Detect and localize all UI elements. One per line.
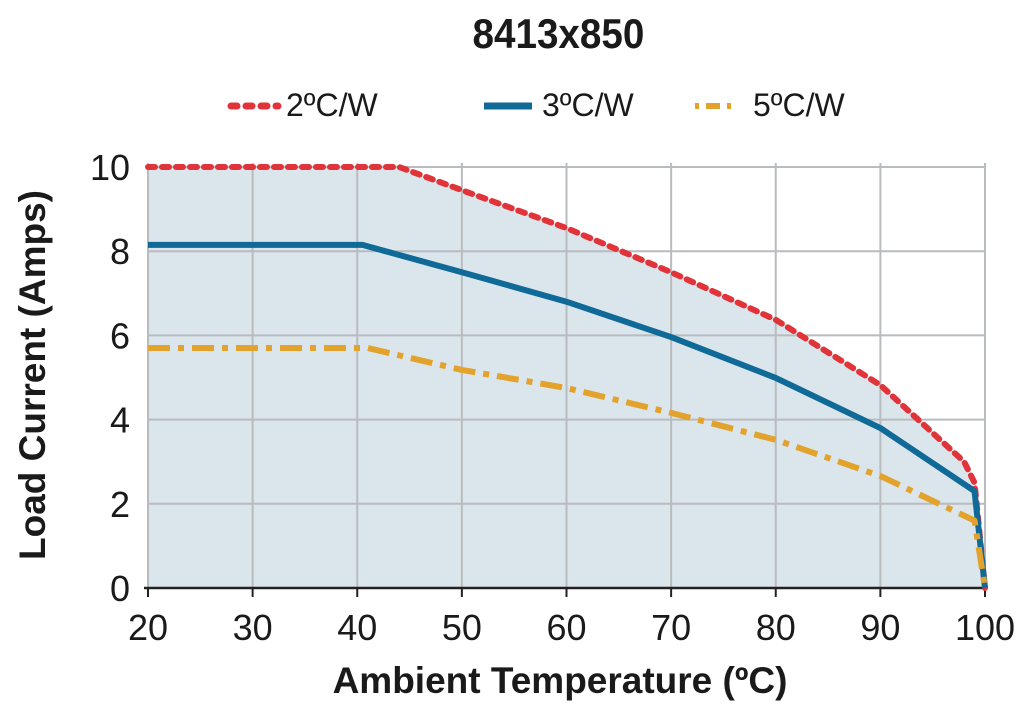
x-tick-label: 100 — [955, 607, 1015, 648]
series-line-3cw — [148, 241, 988, 589]
y-tick-label: 10 — [90, 147, 130, 188]
y-axis-label: Load Current (Amps) — [12, 190, 53, 560]
x-tick-label: 20 — [128, 607, 168, 648]
y-tick-label: 4 — [110, 400, 130, 441]
y-tick-label: 6 — [110, 315, 130, 356]
x-tick-label: 90 — [860, 607, 900, 648]
series-line-5cw — [148, 345, 988, 589]
legend: 2ºC/W 3ºC/W 5ºC/W — [227, 87, 845, 123]
y-tick-label: 0 — [110, 568, 130, 609]
series-line-2cw — [145, 164, 988, 591]
y-tick-label: 2 — [110, 484, 130, 525]
x-tick-label: 80 — [756, 607, 796, 648]
legend-label: 5ºC/W — [753, 87, 845, 123]
x-axis-label: Ambient Temperature (ºC) — [333, 660, 788, 701]
x-tick-label: 40 — [337, 607, 377, 648]
legend-label: 3ºC/W — [542, 87, 634, 123]
chart-title: 8413x850 — [473, 9, 645, 57]
x-tick-label: 60 — [546, 607, 586, 648]
x-tick-label: 50 — [442, 607, 482, 648]
x-tick-label: 30 — [233, 607, 273, 648]
plot-area: 20 30 40 50 60 70 80 90 100 0 2 4 6 8 10 — [90, 147, 1015, 648]
y-tick-label: 8 — [110, 231, 130, 272]
legend-label: 2ºC/W — [286, 87, 378, 123]
x-tick-label: 70 — [651, 607, 691, 648]
